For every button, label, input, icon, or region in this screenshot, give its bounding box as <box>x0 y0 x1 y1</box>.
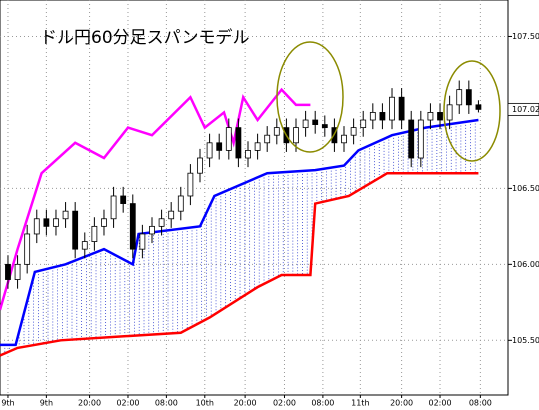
candle-body <box>437 112 443 121</box>
candle-body <box>62 210 69 220</box>
candle-body <box>158 218 165 227</box>
x-tick-label: 20:00 <box>234 399 257 408</box>
candle-body <box>369 112 376 121</box>
candle-body <box>312 119 319 125</box>
candle-body <box>81 241 88 250</box>
candle-body <box>427 112 434 121</box>
candle-body <box>72 210 79 250</box>
candle-body <box>206 142 213 159</box>
candle-body <box>302 119 309 129</box>
candle-body <box>446 104 453 121</box>
candle-body <box>341 134 347 144</box>
x-tick-label: 20:00 <box>78 399 101 408</box>
span-line <box>0 171 479 357</box>
candle-body <box>293 127 299 144</box>
candle-body <box>398 96 405 121</box>
candle-body <box>91 225 98 242</box>
x-tick-label: 20:00 <box>390 399 413 408</box>
candle-body <box>53 218 59 227</box>
candle-body <box>417 119 424 159</box>
x-tick-label: 08:00 <box>155 399 178 408</box>
candle-body <box>43 218 50 227</box>
candle-body <box>129 203 136 250</box>
chart-title: ドル円60分足スパンモデル <box>40 27 249 48</box>
x-tick-label: 9th <box>1 399 14 408</box>
x-tick-label: 9th <box>40 399 53 408</box>
candle-body <box>110 195 117 220</box>
candle-body <box>379 112 386 121</box>
plot-frame <box>0 0 509 396</box>
candle-body <box>225 127 232 151</box>
candle-body <box>139 233 146 250</box>
highlight-ellipse <box>276 41 344 153</box>
y-tick-label: 107.50 <box>512 32 539 41</box>
candle-body <box>465 89 472 106</box>
candle-body <box>389 96 395 121</box>
candle-body <box>120 195 127 204</box>
candle-body <box>273 127 280 136</box>
x-tick-label: 02:00 <box>116 399 139 408</box>
y-tick-label: 106.00 <box>512 260 539 269</box>
x-tick-label: 02:00 <box>273 399 296 408</box>
candle-body <box>254 142 261 151</box>
candle-body <box>264 134 271 144</box>
candle-body <box>33 218 40 235</box>
span-line <box>0 118 479 347</box>
candle-body <box>350 127 357 136</box>
x-tick-label: 11th <box>351 399 369 408</box>
y-tick-label: 106.50 <box>512 184 539 193</box>
candle-body <box>5 263 11 280</box>
candle-body <box>24 233 31 265</box>
span-line <box>0 87 311 311</box>
price-label: 107.02 <box>512 105 539 114</box>
candle-body <box>235 127 242 159</box>
candle-body <box>360 119 367 129</box>
x-tick-label: 08:00 <box>469 399 492 408</box>
candle-body <box>14 263 21 280</box>
candle-body <box>321 124 328 129</box>
candle-body <box>197 157 203 174</box>
candle-body <box>475 104 482 110</box>
candle-body <box>101 218 107 227</box>
candle-body <box>456 89 463 106</box>
candle-body <box>245 150 251 159</box>
candle-body <box>149 225 155 235</box>
x-tick-label: 10th <box>196 399 214 408</box>
x-tick-label: 02:00 <box>428 399 451 408</box>
candle-body <box>187 172 194 197</box>
candle-body <box>177 195 184 212</box>
candle-body <box>168 210 175 220</box>
x-tick-label: 08:00 <box>311 399 334 408</box>
price-box <box>507 102 539 116</box>
y-tick-label: 105.50 <box>512 336 539 345</box>
candle-body <box>408 119 415 159</box>
highlight-ellipse <box>443 60 501 162</box>
candle-body <box>216 142 223 151</box>
